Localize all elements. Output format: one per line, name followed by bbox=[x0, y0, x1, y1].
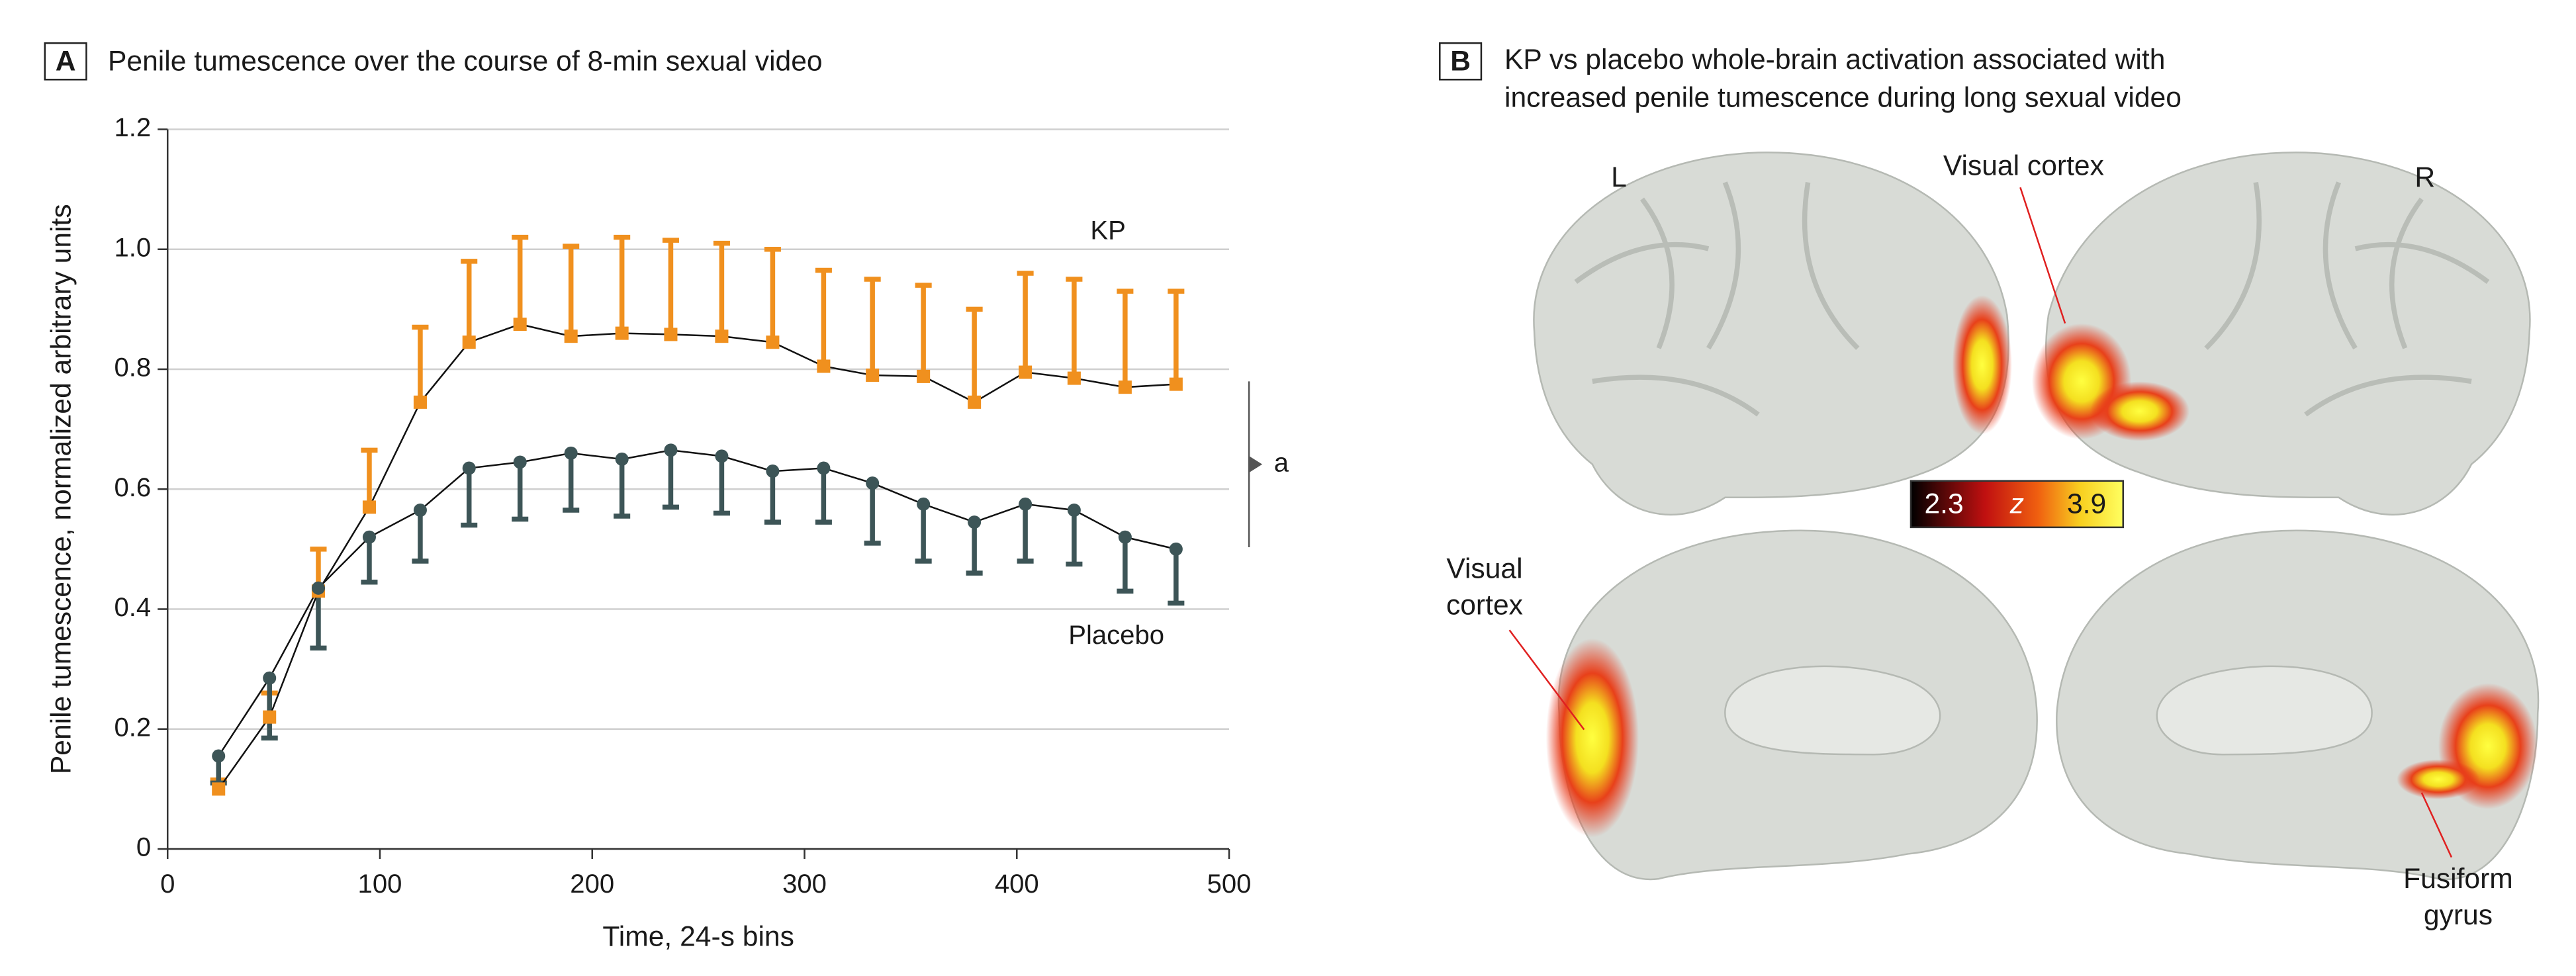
marker bbox=[462, 335, 476, 349]
marker bbox=[263, 710, 277, 724]
y-tick-label: 1.2 bbox=[114, 113, 151, 142]
marker bbox=[1019, 365, 1033, 379]
y-tick-label: 0.2 bbox=[114, 713, 151, 742]
marker bbox=[866, 476, 880, 490]
y-tick-label: 0.8 bbox=[114, 353, 151, 382]
marker bbox=[766, 465, 780, 478]
marker bbox=[212, 749, 226, 763]
marker bbox=[413, 395, 427, 409]
marker bbox=[615, 326, 629, 340]
series-label: Placebo bbox=[1068, 621, 1164, 650]
x-tick-label: 100 bbox=[358, 869, 402, 899]
marker bbox=[462, 461, 476, 475]
region-label: cortex bbox=[1446, 589, 1523, 621]
marker bbox=[917, 497, 931, 511]
x-tick-label: 300 bbox=[782, 869, 827, 899]
brain-lateral-right bbox=[2031, 152, 2531, 516]
marker bbox=[564, 330, 578, 343]
panel-label-box bbox=[1439, 42, 1483, 81]
region-label: Visual bbox=[1446, 553, 1522, 584]
marker bbox=[664, 443, 678, 457]
x-tick-label: 500 bbox=[1207, 869, 1252, 899]
hemisphere-label: R bbox=[2415, 161, 2435, 193]
region-label: gyrus bbox=[2424, 899, 2493, 931]
marker bbox=[1067, 503, 1081, 517]
significance-annotation: a bbox=[1274, 448, 1289, 477]
marker bbox=[968, 395, 982, 409]
y-tick-label: 0.4 bbox=[114, 593, 151, 622]
panel-label: B bbox=[1450, 45, 1471, 77]
x-tick-label: 400 bbox=[995, 869, 1039, 899]
marker bbox=[311, 581, 325, 595]
marker bbox=[212, 782, 226, 796]
leader-line bbox=[1508, 629, 1585, 731]
x-tick-label: 200 bbox=[570, 869, 614, 899]
series-label: KP bbox=[1090, 216, 1125, 245]
colorbar-max: 3.9 bbox=[2067, 488, 2106, 520]
series-line bbox=[218, 449, 1177, 757]
panel-title: KP vs placebo whole-brain activation ass… bbox=[1504, 44, 2165, 75]
marker bbox=[766, 335, 780, 349]
x-axis-label: Time, 24-s bins bbox=[602, 921, 794, 953]
bracket-arrow bbox=[1249, 456, 1263, 473]
colorbar-variable: z bbox=[2009, 488, 2024, 520]
brain-medial-right bbox=[2056, 529, 2540, 881]
chart-title: Penile tumescence over the course of 8-m… bbox=[108, 45, 823, 77]
marker bbox=[866, 369, 880, 382]
leader-line bbox=[2019, 187, 2066, 324]
brain-medial-left bbox=[1545, 529, 2038, 881]
marker bbox=[513, 317, 527, 332]
panel-label-box bbox=[44, 42, 87, 81]
marker bbox=[1019, 497, 1033, 511]
panel-title: increased penile tumescence during long … bbox=[1504, 82, 2182, 114]
brain-lateral-left bbox=[1533, 152, 2012, 516]
marker bbox=[715, 449, 729, 463]
marker bbox=[564, 446, 578, 460]
marker bbox=[615, 452, 629, 466]
marker bbox=[968, 515, 982, 529]
marker bbox=[362, 530, 376, 544]
hemisphere-label: L bbox=[1611, 161, 1627, 193]
colorbar bbox=[1909, 480, 2124, 529]
marker bbox=[1169, 542, 1183, 556]
marker bbox=[917, 369, 931, 383]
marker bbox=[263, 671, 277, 685]
marker bbox=[1118, 530, 1132, 544]
region-label: Fusiform bbox=[2403, 863, 2513, 895]
marker bbox=[715, 330, 729, 343]
plot: 0 0.2 0.4 0.6 0.8 1.0 1.2 0 100 200 300 400 500 KP Pla… bbox=[114, 113, 1251, 899]
marker bbox=[817, 359, 831, 373]
y-tick-label: 0.6 bbox=[114, 473, 151, 502]
colorbar-min: 2.3 bbox=[1924, 488, 1963, 520]
marker bbox=[664, 328, 678, 341]
leader-line bbox=[2420, 792, 2453, 858]
panel-label: A bbox=[56, 45, 76, 77]
region-label: Visual cortex bbox=[1943, 150, 2104, 181]
marker bbox=[413, 503, 427, 517]
marker bbox=[817, 461, 831, 475]
y-tick-label: 1.0 bbox=[114, 233, 151, 262]
marker bbox=[1169, 377, 1183, 391]
y-tick-label: 0 bbox=[136, 833, 151, 862]
marker bbox=[513, 455, 527, 469]
marker bbox=[1118, 380, 1132, 394]
marker bbox=[362, 500, 376, 514]
marker bbox=[1067, 371, 1081, 385]
series-line bbox=[218, 323, 1176, 790]
x-tick-label: 0 bbox=[160, 869, 175, 899]
y-axis-label: Penile tumescence, normalized arbitrary … bbox=[46, 204, 77, 774]
